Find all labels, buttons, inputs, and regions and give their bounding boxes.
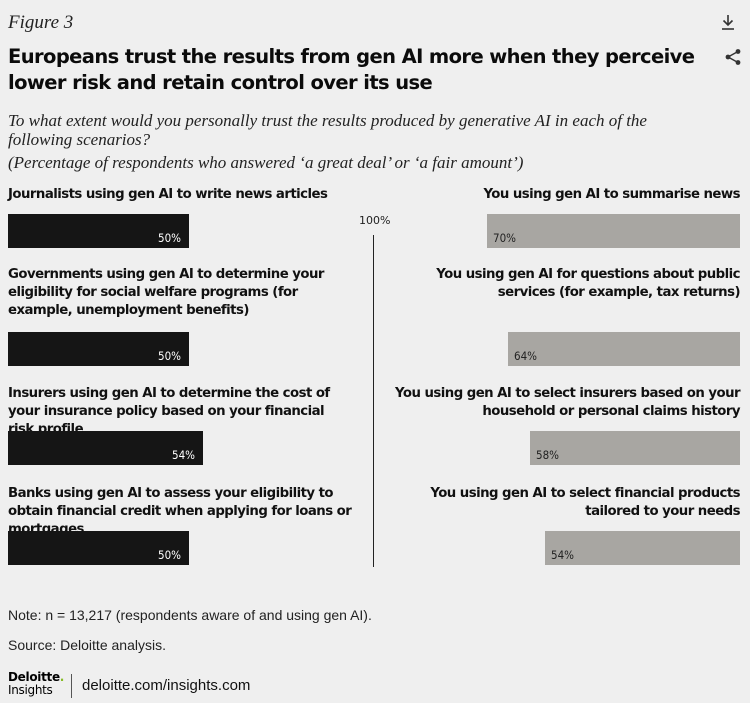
share-icon[interactable] (724, 48, 742, 66)
right-bar-select-insurers: 58% (530, 431, 740, 465)
brand-name: Deloitte (8, 670, 60, 684)
chart-subnote: (Percentage of respondents who answered … (8, 153, 524, 172)
chart-source: Source: Deloitte analysis. (8, 637, 166, 653)
left-bar-banks: 50% (8, 531, 189, 565)
left-label-insurers: Insurers using gen AI to determine the c… (8, 386, 330, 437)
left-label-governments: Governments using gen AI to determine yo… (8, 267, 324, 318)
left-bar-governments: 50% (8, 332, 189, 366)
figure-label: Figure 3 (8, 12, 74, 33)
left-bar-insurers: 54% (8, 431, 203, 465)
chart-note: Note: n = 13,217 (respondents aware of a… (8, 607, 372, 623)
left-bar-journalists: 50% (8, 214, 189, 248)
chart-title: Europeans trust the results from gen AI … (8, 45, 695, 94)
site-link[interactable]: deloitte.com/insights.com (82, 677, 251, 694)
right-bar-summarise-news: 70% (487, 214, 740, 248)
bar-value-label: 50% (158, 548, 181, 562)
axis-label: 100% (359, 214, 391, 227)
bar-value-label: 70% (493, 231, 516, 245)
footer-divider (71, 674, 72, 698)
download-icon[interactable] (718, 12, 738, 32)
center-axis-line (373, 235, 374, 567)
right-label-select-insurers: You using gen AI to select insurers base… (395, 386, 741, 419)
bar-value-label: 50% (158, 231, 181, 245)
right-bar-public-services: 64% (508, 332, 740, 366)
left-label-banks: Banks using gen AI to assess your eligib… (8, 486, 352, 537)
bar-value-label: 64% (514, 349, 537, 363)
bar-value-label: 58% (536, 448, 559, 462)
right-label-financial-products: You using gen AI to select financial pro… (430, 486, 740, 519)
brand-dot: . (59, 670, 65, 684)
chart-subtitle: To what extent would you personally trus… (8, 111, 647, 149)
bar-value-label: 54% (551, 548, 574, 562)
bar-value-label: 54% (172, 448, 195, 462)
right-bar-financial-products: 54% (545, 531, 740, 565)
brand-sub: Insights (8, 683, 53, 697)
left-label-journalists: Journalists using gen AI to write news a… (8, 187, 328, 202)
deloitte-logo[interactable]: Deloitte. Insights (8, 671, 64, 697)
bar-value-label: 50% (158, 349, 181, 363)
right-label-summarise-news: You using gen AI to summarise news (483, 187, 740, 202)
right-label-public-services: You using gen AI for questions about pub… (436, 267, 740, 300)
